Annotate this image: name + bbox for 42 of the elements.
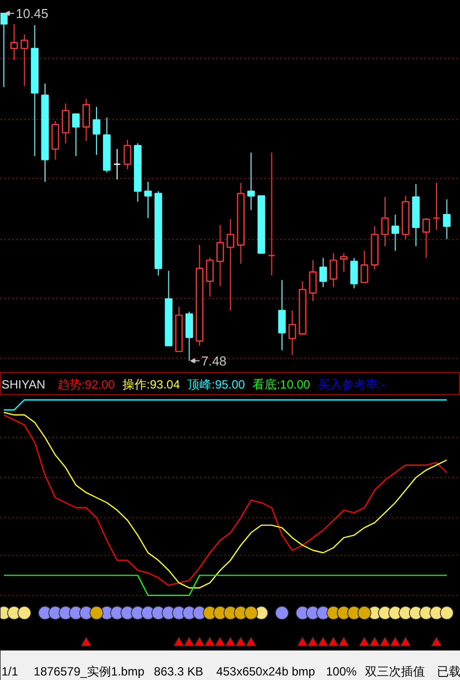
candlestick bbox=[124, 139, 132, 170]
text: 操作:93.04 bbox=[122, 378, 180, 392]
candlestick bbox=[432, 182, 440, 230]
candlestick bbox=[226, 218, 234, 311]
candlestick bbox=[72, 113, 80, 157]
series-label: 顶峰:95.00 bbox=[188, 378, 246, 392]
candlestick bbox=[278, 280, 286, 351]
text: 趋势:92.00 bbox=[57, 378, 116, 392]
text: 看底:10.00 bbox=[252, 378, 310, 392]
candlestick bbox=[443, 198, 451, 240]
text: 1/1 bbox=[2, 664, 19, 678]
candlestick bbox=[144, 181, 152, 219]
candlestick bbox=[309, 260, 317, 302]
text: 已载 bbox=[436, 664, 460, 678]
legend-label: 买入参考率:- bbox=[318, 378, 386, 392]
candlestick bbox=[113, 148, 121, 180]
text: 100% bbox=[326, 664, 357, 678]
candlestick bbox=[288, 310, 296, 356]
candlestick bbox=[350, 257, 358, 289]
candlestick bbox=[247, 152, 255, 210]
text: 双三次插值 bbox=[364, 664, 425, 678]
candlestick bbox=[10, 23, 18, 61]
candlestick bbox=[422, 218, 430, 258]
annotation: 10.45 bbox=[16, 6, 48, 21]
candlestick bbox=[82, 98, 90, 142]
candlestick bbox=[216, 224, 224, 286]
candlestick bbox=[20, 34, 28, 86]
candlestick bbox=[206, 257, 214, 297]
candlestick bbox=[391, 214, 400, 252]
candlestick bbox=[330, 252, 338, 288]
candlestick bbox=[319, 257, 327, 288]
text: 863.3 KB bbox=[154, 664, 204, 678]
candlestick bbox=[340, 252, 348, 272]
candlestick bbox=[92, 106, 100, 156]
annotation: 7.48 bbox=[201, 353, 227, 368]
text: 453x650x24b bmp bbox=[216, 664, 316, 678]
text: 1876579_实例1.bmp bbox=[34, 664, 145, 678]
chart-title: SHIYAN bbox=[2, 378, 46, 392]
candlestick bbox=[268, 152, 276, 276]
candlestick bbox=[360, 250, 368, 284]
candlestick bbox=[62, 102, 70, 144]
candlestick bbox=[381, 196, 389, 247]
